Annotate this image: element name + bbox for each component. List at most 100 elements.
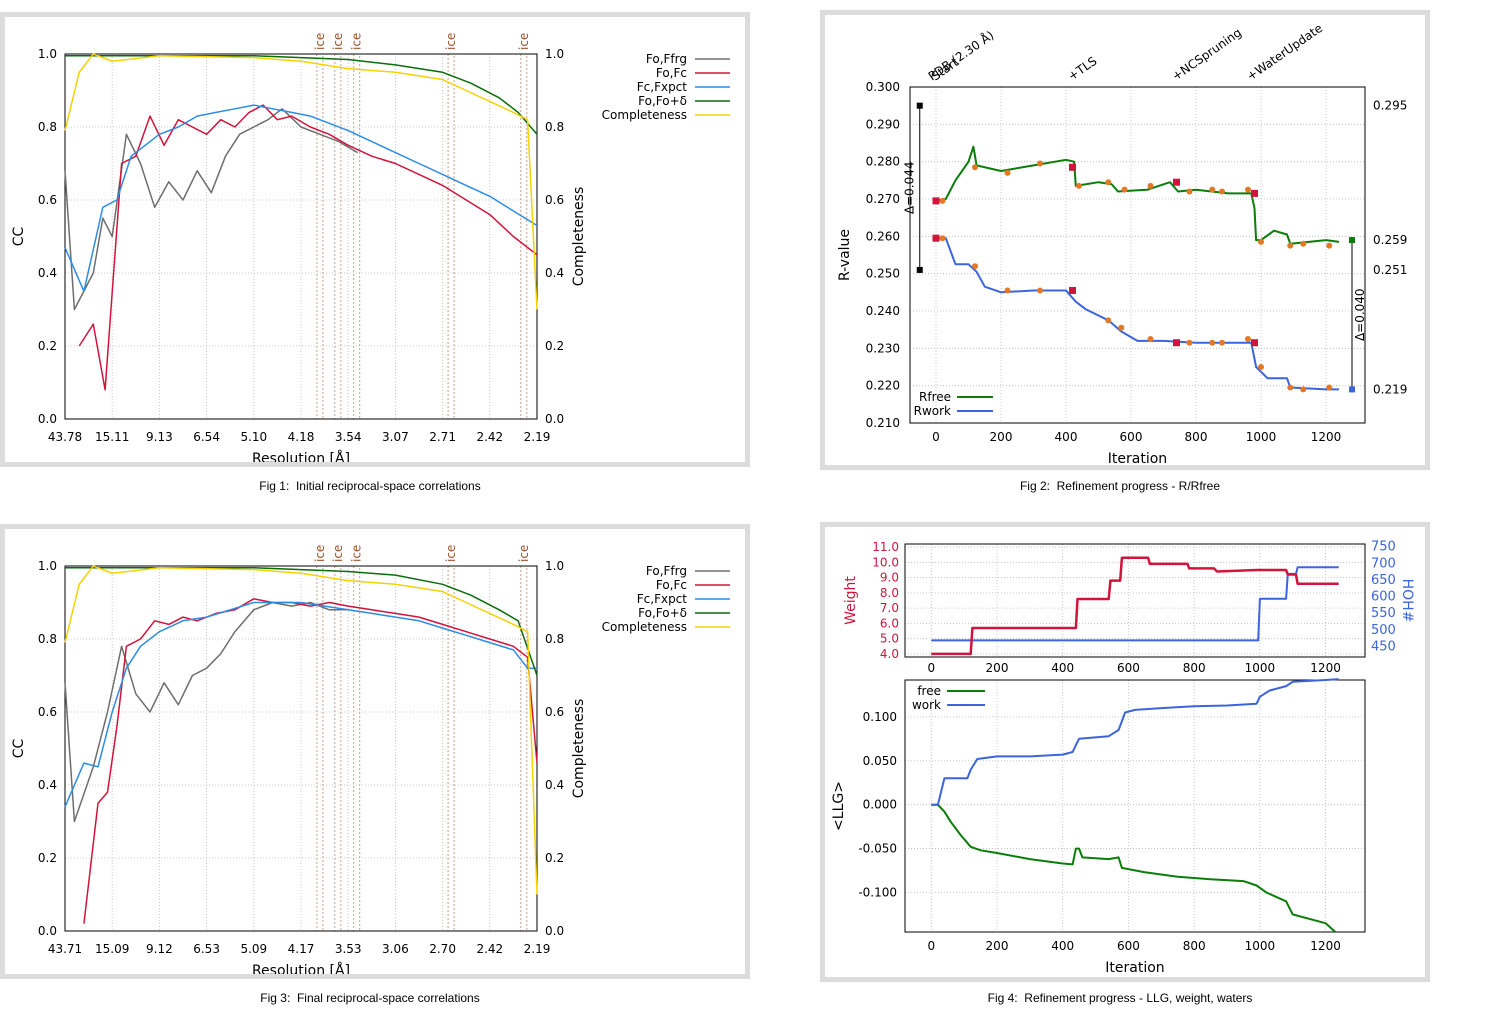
plot-frame-top <box>904 543 1366 658</box>
y-tick-label: 0.4 <box>38 266 57 280</box>
y2-tick-label: 0.4 <box>545 266 564 280</box>
y-tick-label: 0.2 <box>38 339 57 353</box>
orange-marker <box>1209 339 1216 346</box>
y-tick-label: 0.000 <box>863 798 897 812</box>
y-tick-label: 0.050 <box>863 754 897 768</box>
series-line-weight <box>931 556 1339 656</box>
y2-tick-label-hoh: 650 <box>1371 573 1396 588</box>
stage-marker <box>1251 189 1258 197</box>
plot-frame-bottom <box>904 679 1366 933</box>
y-tick-label: -0.100 <box>858 885 897 899</box>
ice-ring-label: ice <box>517 545 531 562</box>
end-marker-work <box>1349 386 1355 393</box>
x-tick-label: 15.11 <box>95 430 129 444</box>
ice-ring-label: ice <box>350 545 364 562</box>
stage-marker <box>1173 178 1180 186</box>
ice-ring-band <box>353 565 361 932</box>
x-tick-label: 2.19 <box>524 430 551 444</box>
y2-tick-label-hoh: 700 <box>1371 556 1396 571</box>
orange-marker <box>1147 336 1154 342</box>
series-line-blue <box>64 104 538 293</box>
ice-ring-label: ice <box>313 545 327 562</box>
fig2-chart: 0 200 400 600 800 1000 1200 0.210 0.220 0.230 0.24… <box>837 21 1407 465</box>
fig2-caption: Fig 2: Refinement progress - R/Rfree <box>1019 479 1221 493</box>
y-axis-label: CC <box>11 739 27 759</box>
x-axis-label: Resolution [Å] <box>252 962 350 974</box>
y-axis-label-weight: Weight <box>843 576 859 625</box>
x-tick-label: 600 <box>1117 661 1140 675</box>
x-tick-label: 15.09 <box>95 942 129 956</box>
y-tick-label: -0.050 <box>858 842 897 856</box>
orange-marker <box>1326 384 1333 391</box>
x-tick-label: 6.53 <box>193 942 220 956</box>
x-tick-label: 3.07 <box>382 430 409 444</box>
y2-tick-label: 0.295 <box>1373 99 1407 113</box>
series-line-green <box>65 567 538 676</box>
orange-marker <box>1300 240 1307 247</box>
ice-ring-band <box>447 53 455 420</box>
orange-marker <box>939 197 946 204</box>
y-tick-label-weight: 4.0 <box>880 647 899 661</box>
ice-ring-label: ice <box>331 545 345 562</box>
orange-marker <box>1245 336 1251 342</box>
fig4-panel: 0 200 400 600 800 1000 1200 4.0 5.0 6.0 7.0 8.0 9.0 1… <box>820 522 1430 982</box>
series-line-Rfree <box>935 145 1340 245</box>
x-tick-label: 1000 <box>1246 430 1277 444</box>
y2-tick-label-hoh: 500 <box>1371 623 1396 638</box>
y2-axis-label: Completeness <box>571 187 587 287</box>
y-axis-label-llg: <LLG> <box>831 781 847 831</box>
y-tick-label: 0.230 <box>866 341 900 355</box>
y-tick-label: 0.210 <box>866 416 900 430</box>
legend-label: Completeness <box>602 620 687 634</box>
series-line-gray <box>64 108 358 311</box>
stage-marker <box>1173 339 1180 347</box>
y2-tick-label: 0.0 <box>545 924 564 938</box>
y-tick-label: 1.0 <box>38 47 57 61</box>
legend-label: work <box>912 698 941 712</box>
x-axis-label: Resolution [Å] <box>252 450 350 462</box>
y-tick-label: 0.0 <box>38 412 57 426</box>
ice-ring-band <box>334 565 342 932</box>
orange-marker <box>1118 324 1125 331</box>
x-tick-label: 9.13 <box>146 430 173 444</box>
orange-marker <box>972 164 978 171</box>
orange-marker <box>1245 186 1251 193</box>
series-line-green <box>65 55 538 135</box>
x-tick-label: 3.54 <box>335 430 362 444</box>
legend-label: Completeness <box>602 108 687 122</box>
y-tick-label: 0.6 <box>38 193 57 207</box>
plot-frame <box>64 565 538 932</box>
orange-marker <box>1037 287 1043 294</box>
orange-marker <box>1219 339 1225 346</box>
y2-tick-label-hoh: 450 <box>1371 639 1396 654</box>
y-tick-label-weight: 5.0 <box>880 632 899 646</box>
y-tick-label-weight: 10.0 <box>872 555 899 569</box>
stage-label: +NCSpruning <box>1169 25 1244 83</box>
y-tick-label-weight: 8.0 <box>880 586 899 600</box>
x-tick-label: 0 <box>927 939 935 953</box>
y2-tick-label: 0.259 <box>1373 233 1407 247</box>
x-tick-label: 800 <box>1185 430 1208 444</box>
pdb-marker <box>916 102 923 109</box>
y-tick-label: 0.250 <box>866 267 900 281</box>
orange-marker <box>1209 186 1216 193</box>
fig3-caption: Fig 3: Final reciprocal-space correlatio… <box>260 991 480 1005</box>
stage-marker <box>932 197 940 205</box>
y-tick-label: 0.280 <box>866 155 900 169</box>
ice-ring-band <box>316 565 324 932</box>
x-tick-label: 5.09 <box>240 942 267 956</box>
orange-marker <box>1105 179 1112 186</box>
x-tick-label: 600 <box>1120 430 1143 444</box>
legend-label: Fo,Ffrg <box>646 564 687 578</box>
y-tick-label-weight: 6.0 <box>880 616 899 630</box>
y2-tick-label-hoh: 750 <box>1371 540 1396 555</box>
x-tick-label: 400 <box>1055 430 1078 444</box>
x-tick-label: 43.78 <box>48 430 82 444</box>
y-tick-label: 0.6 <box>38 705 57 719</box>
series-line-yellow <box>64 53 538 310</box>
orange-marker <box>939 235 946 242</box>
x-tick-label: 4.18 <box>288 430 315 444</box>
x-tick-label: 2.70 <box>429 942 456 956</box>
legend-label: Fo,Fc <box>656 66 687 80</box>
x-tick-label: 800 <box>1183 939 1206 953</box>
